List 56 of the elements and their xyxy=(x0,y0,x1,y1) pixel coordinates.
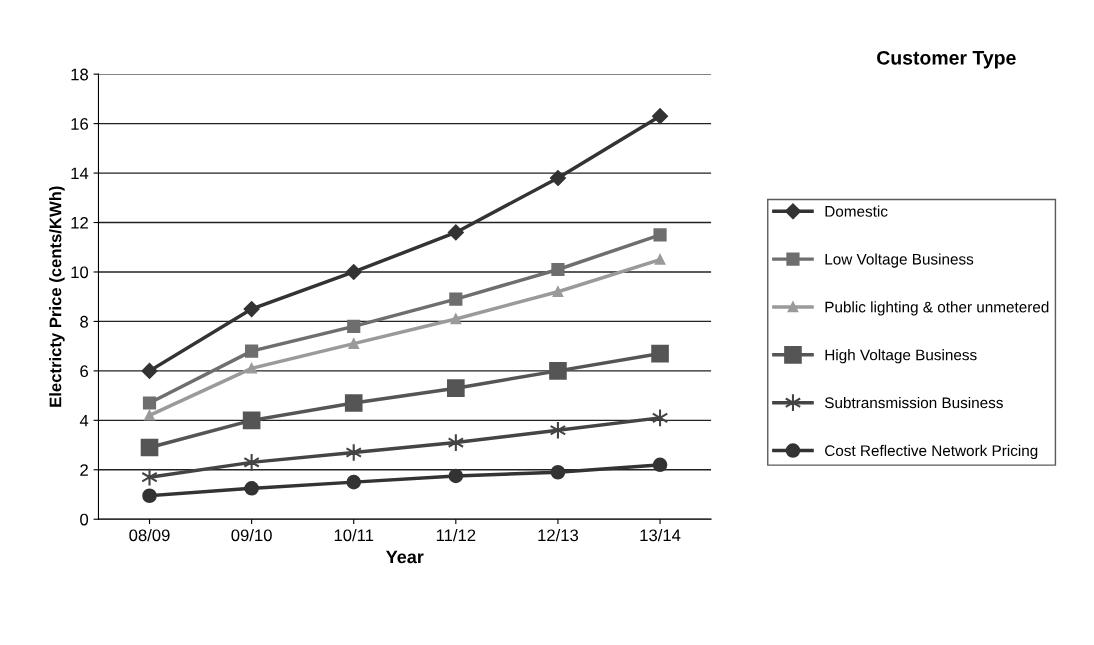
point xyxy=(447,224,464,241)
point xyxy=(550,464,566,480)
point xyxy=(344,394,363,412)
y-tick-label: 0 xyxy=(80,513,89,526)
point xyxy=(550,170,566,186)
point xyxy=(653,228,667,242)
y-tick-label: 16 xyxy=(71,118,89,130)
y-tick-label: 6 xyxy=(80,365,89,378)
point xyxy=(654,254,666,265)
y-tick-label: 2 xyxy=(80,464,88,476)
point xyxy=(244,481,259,496)
point xyxy=(246,363,257,374)
point xyxy=(242,411,261,430)
x-tick-label: 13/14 xyxy=(640,528,681,542)
point xyxy=(448,468,464,484)
point xyxy=(346,474,362,490)
x-tick-label: 09/10 xyxy=(231,528,272,542)
legend-label: Cost Reflective Network Pricing xyxy=(825,444,1038,460)
y-tick-label: 12 xyxy=(71,216,88,229)
point xyxy=(243,301,260,317)
point xyxy=(142,488,157,504)
y-tick-label: 8 xyxy=(80,315,89,328)
point xyxy=(347,319,361,333)
point xyxy=(141,467,158,487)
point xyxy=(144,410,155,421)
y-axis-title: Electricty Price (cents/KWh) xyxy=(49,186,65,407)
point xyxy=(142,396,157,410)
y-tick-label: 10 xyxy=(71,266,89,279)
point xyxy=(551,262,565,277)
point xyxy=(449,292,463,306)
legend-label: Low Voltage Business xyxy=(825,253,974,268)
point xyxy=(652,108,668,125)
x-axis-title: Year xyxy=(386,550,424,564)
point xyxy=(549,362,567,380)
legend-label: Domestic xyxy=(825,205,888,217)
x-tick-label: 12/13 xyxy=(538,528,579,542)
point xyxy=(348,338,359,349)
x-tick-label: 10/11 xyxy=(334,528,374,542)
legend-label: Subtransmission Business xyxy=(824,396,1003,409)
x-tick-label: 08/09 xyxy=(129,528,170,542)
x-tick-label: 11/12 xyxy=(436,528,476,542)
point xyxy=(651,344,669,363)
legend-label: High Voltage Business xyxy=(825,349,977,364)
point xyxy=(552,286,564,297)
y-tick-label: 4 xyxy=(79,414,89,427)
legend-label: Public lighting & other unmetered xyxy=(825,301,1049,316)
y-tick-label: 14 xyxy=(71,167,89,180)
point xyxy=(345,264,362,280)
point xyxy=(140,438,159,457)
point xyxy=(141,362,158,379)
legend-title: Customer Type xyxy=(877,50,1016,69)
point xyxy=(652,457,668,473)
y-tick-label: 18 xyxy=(71,68,89,81)
point xyxy=(245,344,259,358)
point xyxy=(447,379,465,397)
point xyxy=(450,313,462,325)
